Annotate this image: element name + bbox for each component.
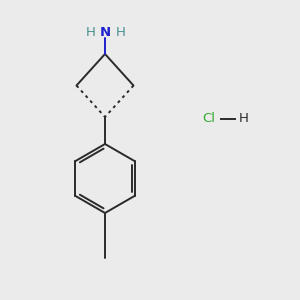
Text: H: H bbox=[239, 112, 248, 125]
Text: H: H bbox=[116, 26, 125, 39]
Text: Cl: Cl bbox=[202, 112, 215, 125]
Text: N: N bbox=[99, 26, 111, 40]
Text: H: H bbox=[86, 26, 95, 39]
